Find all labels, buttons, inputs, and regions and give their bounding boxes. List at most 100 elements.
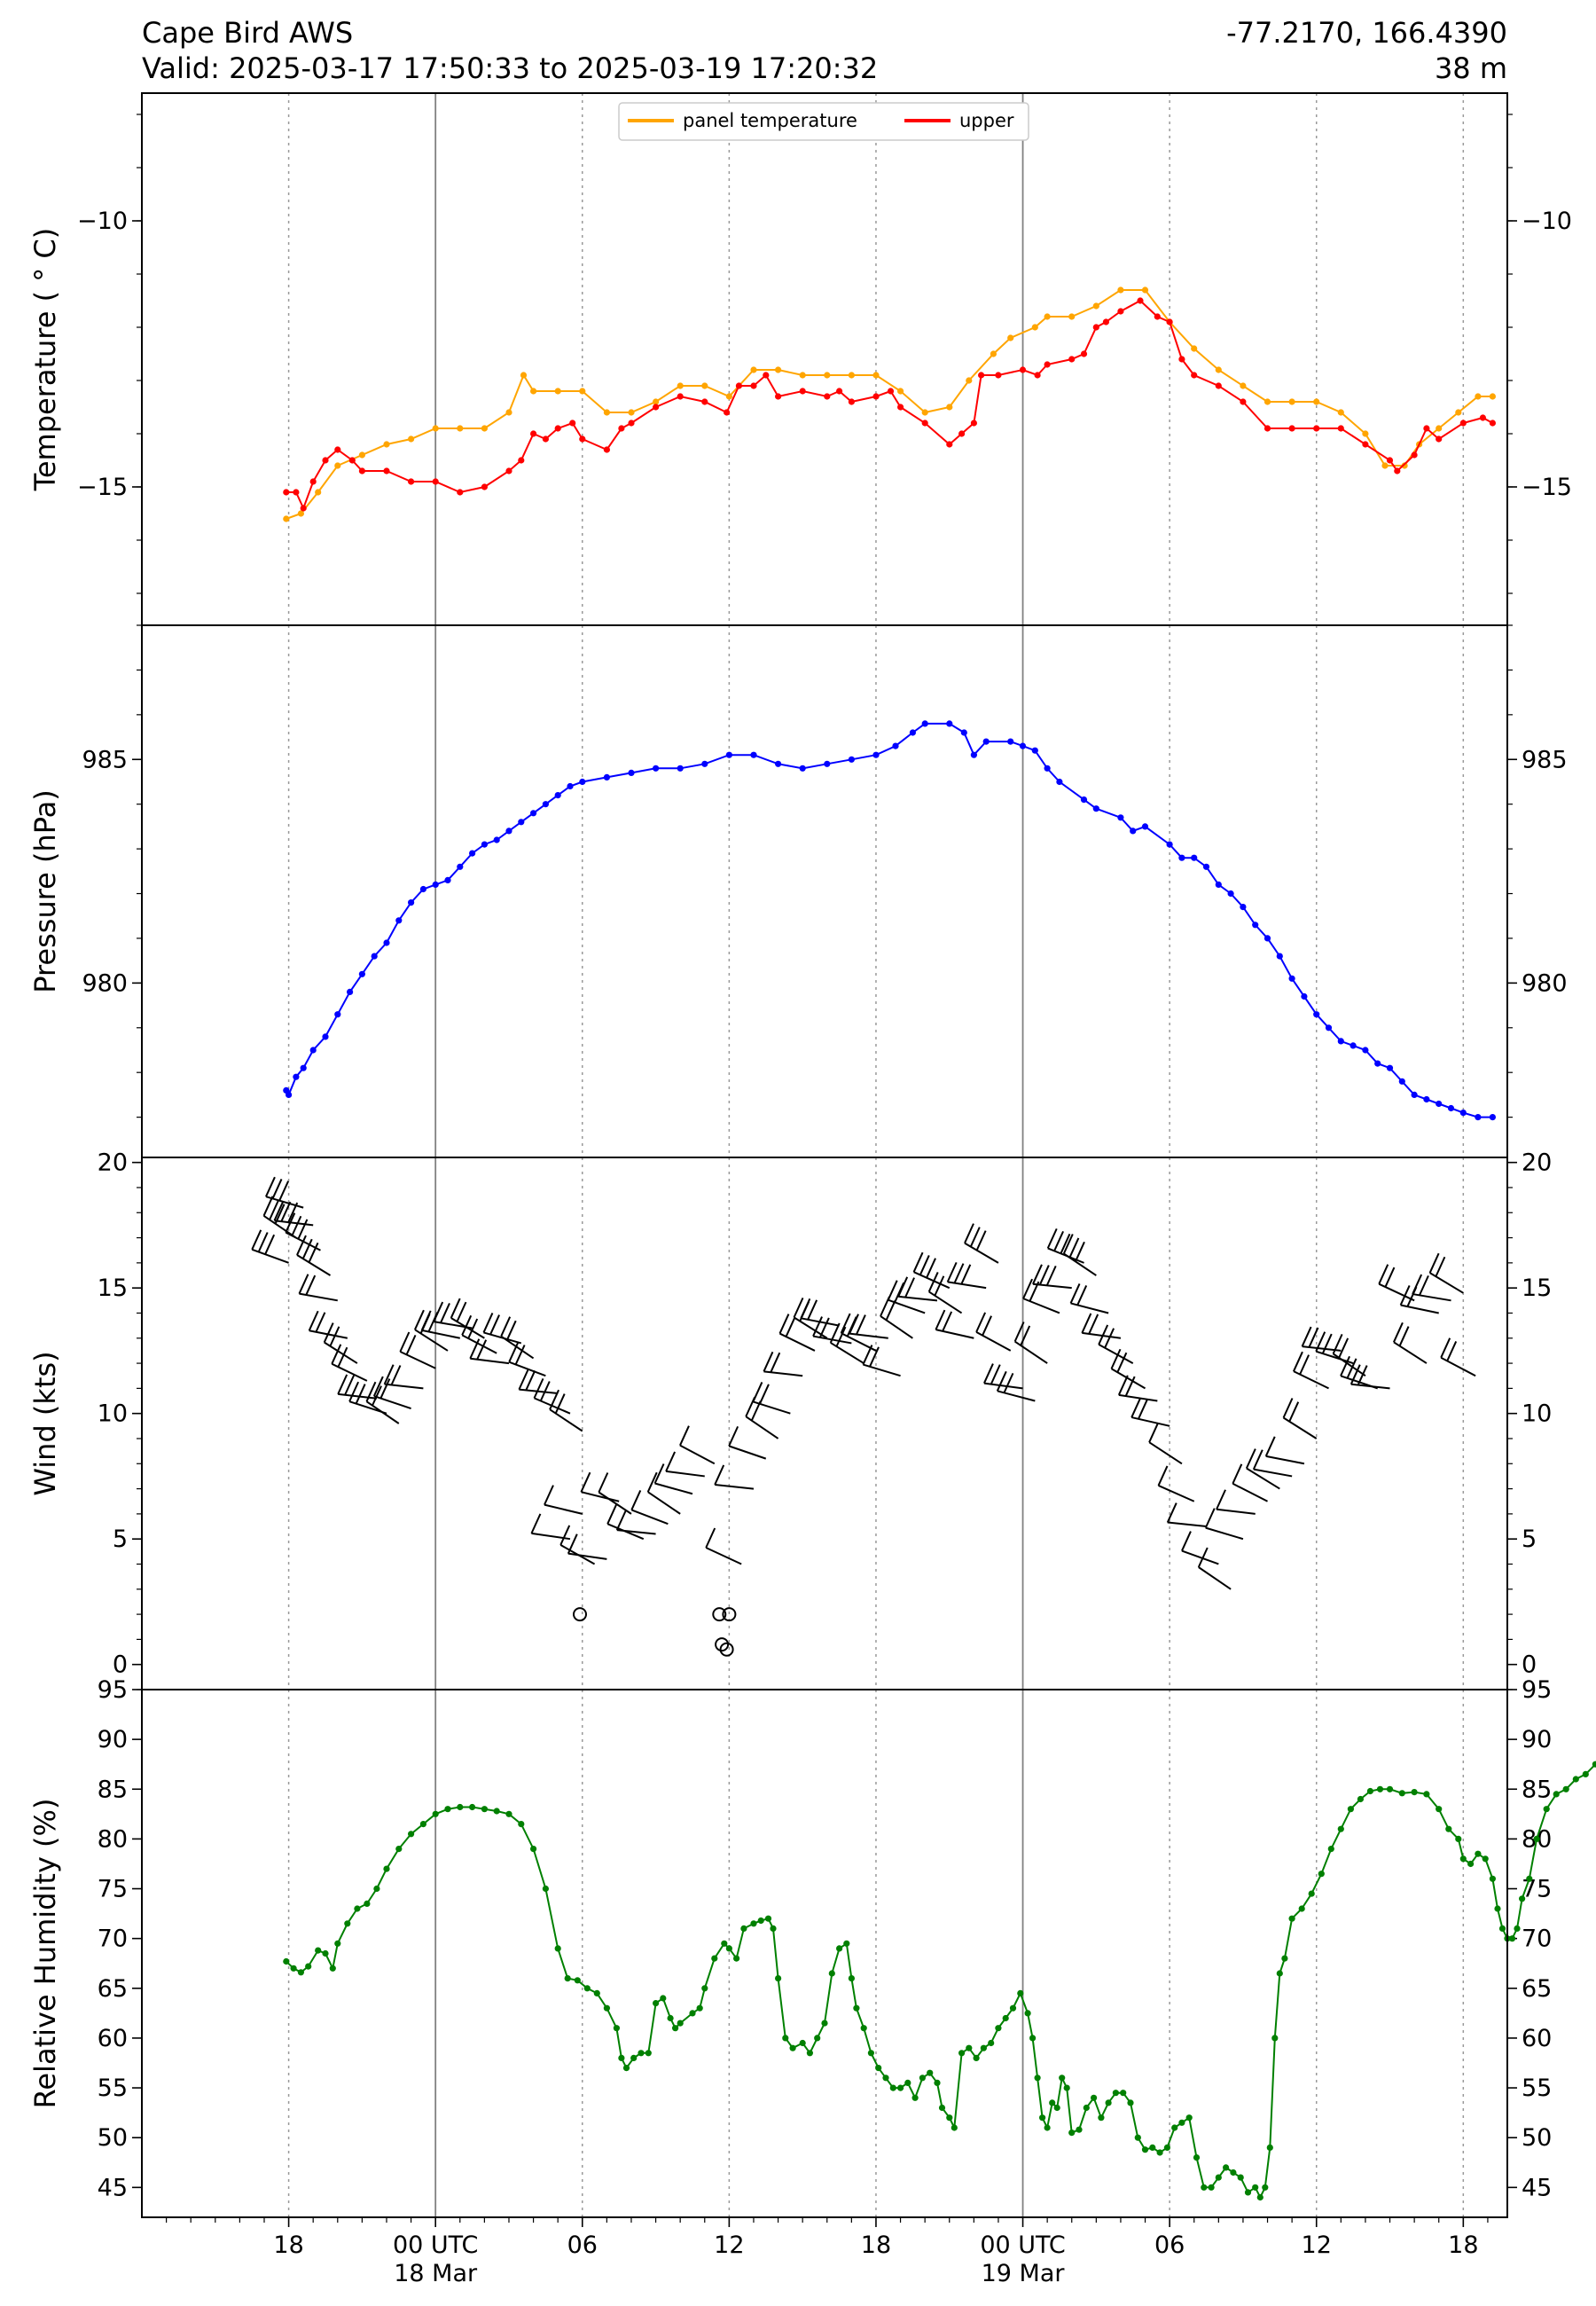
wind-barb-feather: [505, 1320, 517, 1341]
wind-barb: [1282, 1416, 1318, 1439]
x-tick-label: 12: [1302, 2231, 1332, 2259]
data-point: [603, 773, 611, 781]
wind-barb: [1293, 1370, 1329, 1390]
legend-box: [618, 102, 1029, 141]
data-point: [505, 1810, 512, 1817]
data-point: [1386, 1064, 1394, 1071]
data-point: [1411, 451, 1418, 459]
data-point: [1240, 382, 1247, 389]
chart-panels: −15 −15 −10 −10 Temperature ( ° C) panel temp…: [28, 92, 1596, 2287]
data-point: [1288, 1915, 1295, 1922]
y-tick-label-right: 95: [1522, 1676, 1552, 1704]
data-point: [432, 478, 439, 485]
data-point: [1398, 1790, 1405, 1797]
panel-4: 4545505055556060656570707575808085859090…: [28, 1676, 1596, 2218]
wind-barb-feather: [308, 1242, 319, 1263]
data-point: [1301, 992, 1308, 1000]
data-point: [763, 372, 770, 379]
wind-barb: [913, 1271, 951, 1290]
wind-barb-feather: [983, 1363, 994, 1384]
wind-barb-feather: [469, 1338, 481, 1360]
wind-barb-feather: [291, 1215, 302, 1236]
data-point: [872, 393, 880, 400]
wind-barb-feather: [912, 1251, 924, 1273]
wind-barb-feather: [1117, 1375, 1129, 1396]
data-point: [1191, 345, 1198, 352]
data-point: [689, 2010, 696, 2017]
y-tick-label-right: 60: [1522, 2025, 1552, 2052]
data-point: [1202, 863, 1210, 870]
wind-barb-feather: [1282, 1398, 1294, 1418]
data-point: [799, 372, 806, 379]
data-point: [1445, 1825, 1452, 1832]
data-point: [860, 2025, 867, 2032]
wind-barb-feather: [770, 1352, 781, 1373]
data-point: [677, 2020, 684, 2027]
wind-barb-feather: [1293, 1351, 1303, 1372]
data-point: [334, 1940, 341, 1947]
data-point: [290, 1965, 297, 1972]
x-tick-label: 00 UTC: [980, 2231, 1065, 2259]
data-point: [966, 377, 973, 384]
data-point: [1024, 2010, 1031, 2017]
data-point: [618, 425, 625, 432]
data-point: [628, 420, 635, 427]
data-point: [973, 2054, 980, 2061]
panel-3: 0 0 5 5 10 10 15 15 20 20 Wind (kts): [28, 1149, 1552, 1690]
data-point: [1134, 2134, 1141, 2141]
data-point: [481, 483, 489, 490]
wind-barb: [665, 1470, 705, 1478]
data-point: [1508, 1935, 1516, 1942]
data-point: [300, 1064, 307, 1071]
wind-barb: [983, 1382, 1023, 1390]
wind-barb-feather: [1110, 1348, 1122, 1369]
data-point: [297, 1969, 304, 1976]
wind-barb-feather: [1393, 1322, 1404, 1343]
data-point: [493, 836, 500, 843]
data-point: [653, 765, 660, 772]
data-point: [824, 760, 831, 767]
panel-1: −15 −15 −10 −10 Temperature ( ° C) panel temp…: [28, 92, 1572, 626]
data-point: [725, 393, 733, 400]
wind-barb-feather: [840, 1313, 851, 1334]
wind-barb-feather: [1384, 1267, 1396, 1288]
data-point: [518, 1821, 525, 1828]
wind-barb-feather: [996, 1370, 1007, 1392]
wind-barb-feather: [807, 1299, 818, 1321]
data-point: [1178, 2119, 1185, 2126]
data-point: [1191, 372, 1198, 379]
wind-barb-feather: [1076, 1284, 1088, 1306]
data-point: [921, 420, 928, 427]
wind-barb-feather: [264, 1234, 276, 1255]
wind-barb-feather: [606, 1503, 618, 1525]
data-point: [848, 1975, 856, 1982]
data-point: [958, 430, 966, 437]
data-point: [1276, 1970, 1283, 1977]
data-point: [696, 2004, 703, 2012]
y-tick-label-right: 90: [1522, 1726, 1552, 1753]
data-point: [653, 398, 660, 405]
wind-barb: [849, 1332, 888, 1339]
data-point: [875, 2065, 882, 2072]
data-point: [1117, 308, 1124, 315]
data-point: [1049, 2099, 1056, 2106]
data-point: [1318, 1871, 1325, 1878]
data-point: [733, 1955, 740, 1962]
data-point: [1039, 2114, 1046, 2122]
wind-barb: [338, 1392, 378, 1400]
data-point: [872, 751, 880, 758]
data-point: [1479, 414, 1486, 421]
wind-barb-feather: [615, 1510, 627, 1531]
data-point: [1489, 1875, 1496, 1882]
wind-barb-feather: [1338, 1337, 1350, 1359]
data-point: [1068, 356, 1076, 363]
data-point: [799, 765, 806, 772]
data-point: [574, 1977, 581, 1984]
data-point: [921, 720, 928, 727]
wind-barb-feather: [1075, 1241, 1085, 1262]
wind-barb-feather: [904, 1277, 915, 1298]
wind-barb: [1232, 1482, 1268, 1502]
data-point: [897, 2084, 904, 2091]
wind-barb-feather: [308, 1310, 319, 1331]
data-point: [887, 388, 895, 395]
